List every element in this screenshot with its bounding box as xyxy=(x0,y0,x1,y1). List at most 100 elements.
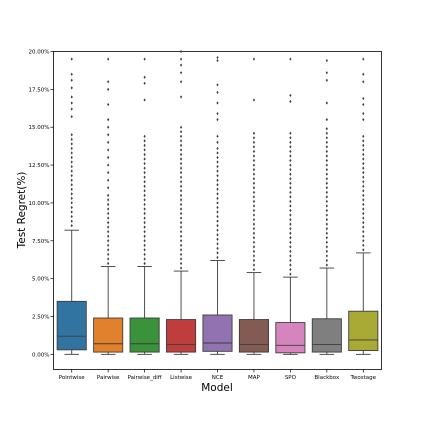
outlier-point xyxy=(179,180,183,184)
x-tick-label: Twostage xyxy=(349,375,376,381)
outlier-point xyxy=(179,207,183,211)
outlier-point xyxy=(70,137,73,141)
outlier-point xyxy=(179,134,183,138)
outlier-point xyxy=(107,178,110,182)
outlier-point xyxy=(216,178,219,182)
outlier-point xyxy=(107,202,110,207)
outlier-point xyxy=(289,136,292,140)
outlier-point xyxy=(252,208,256,213)
outlier-point xyxy=(143,252,146,257)
outlier-point xyxy=(143,211,146,216)
outlier-point xyxy=(143,157,146,161)
outlier-point xyxy=(143,257,146,261)
outlier-point xyxy=(325,263,328,267)
outlier-point xyxy=(143,216,146,220)
outlier-point xyxy=(289,195,292,199)
outlier-point xyxy=(143,221,146,225)
outlier-point xyxy=(325,222,328,226)
outlier-point xyxy=(362,57,365,61)
outlier-point xyxy=(252,145,256,149)
outlier-point xyxy=(143,239,146,243)
outlier-point xyxy=(216,224,219,228)
outlier-point xyxy=(362,157,365,161)
outlier-point xyxy=(216,140,219,144)
outlier-point xyxy=(179,143,183,147)
outlier-point xyxy=(70,196,73,200)
outlier-point xyxy=(325,154,328,158)
y-axis: 0.00% 2.50% 5.00% 7.50% 10.00% 12.50% 15.00% 17… xyxy=(29,50,54,358)
y-tick-label: 0.00% xyxy=(32,352,49,358)
outlier-point xyxy=(216,118,219,122)
outlier-point xyxy=(362,234,365,238)
outlier-point xyxy=(289,227,292,231)
outlier-point xyxy=(70,210,73,214)
outlier-point xyxy=(70,155,73,160)
outlier-point xyxy=(70,187,73,191)
outlier-point xyxy=(216,219,219,223)
outlier-point xyxy=(179,148,183,152)
outlier-point xyxy=(252,213,256,217)
outlier-point xyxy=(143,57,146,61)
outlier-point xyxy=(216,214,219,219)
outlier-point xyxy=(216,196,219,200)
outlier-point xyxy=(325,127,328,131)
outlier-point xyxy=(325,78,328,82)
outlier-point xyxy=(362,166,365,170)
outlier-point xyxy=(289,190,292,194)
outlier-point xyxy=(70,192,73,196)
outlier-point xyxy=(179,198,183,202)
outlier-point xyxy=(325,118,328,122)
outlier-point xyxy=(362,161,365,166)
outlier-point xyxy=(179,130,183,134)
outlier-point xyxy=(289,177,292,181)
outlier-point xyxy=(107,234,110,238)
outlier-point xyxy=(325,231,328,235)
outlier-point xyxy=(179,175,183,179)
outlier-point xyxy=(252,222,256,226)
outlier-point xyxy=(107,140,110,144)
x-tick-label: Blackbox xyxy=(314,375,340,381)
outlier-point xyxy=(179,157,183,161)
outlier-point xyxy=(143,152,146,157)
outlier-point xyxy=(107,239,110,243)
outlier-point xyxy=(325,254,328,258)
outlier-point xyxy=(362,102,365,107)
x-tick-label: Pairwise xyxy=(97,375,120,381)
outlier-point xyxy=(325,149,328,154)
outlier-point xyxy=(70,160,73,164)
outlier-point xyxy=(362,139,365,143)
outlier-point xyxy=(107,252,110,257)
outlier-point xyxy=(325,190,328,194)
outlier-point xyxy=(325,172,328,176)
outlier-point xyxy=(179,216,183,220)
outlier-point xyxy=(289,217,292,222)
outlier-point xyxy=(107,125,110,129)
outlier-point xyxy=(325,177,328,181)
outlier-point xyxy=(216,58,219,63)
outlier-point xyxy=(179,221,183,225)
outlier-point xyxy=(289,172,292,176)
outlier-point xyxy=(143,134,146,138)
outlier-point xyxy=(143,184,146,188)
outlier-point xyxy=(252,158,256,163)
outlier-point xyxy=(362,118,365,122)
outlier-point xyxy=(216,90,219,94)
outlier-point xyxy=(179,211,183,216)
outlier-point xyxy=(252,204,256,208)
outlier-point xyxy=(362,211,365,216)
outlier-point xyxy=(143,98,146,102)
box-map xyxy=(238,57,269,355)
outlier-point xyxy=(143,139,146,143)
outlier-point xyxy=(362,148,365,152)
outlier-point xyxy=(325,249,328,253)
outlier-point xyxy=(289,254,292,258)
box-pointwise xyxy=(56,57,87,355)
iqr-box xyxy=(311,318,342,353)
outlier-point xyxy=(252,231,256,235)
outlier-point xyxy=(143,148,146,152)
outlier-point xyxy=(289,99,292,104)
outlier-point xyxy=(70,101,73,105)
outlier-point xyxy=(179,202,183,207)
outlier-point xyxy=(252,98,256,102)
outlier-point xyxy=(216,210,219,214)
